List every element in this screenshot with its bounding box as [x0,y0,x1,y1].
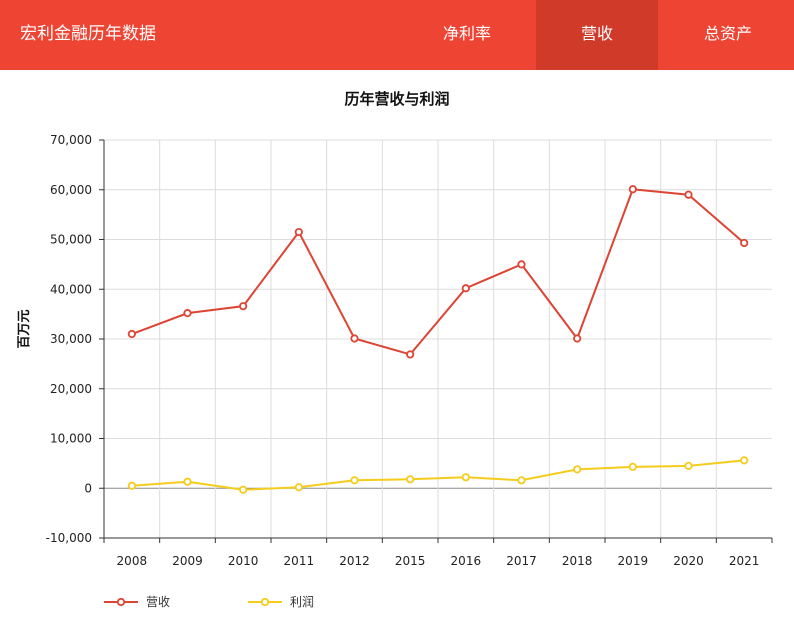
x-tick-label: 2017 [506,554,537,568]
data-point-revenue [127,329,136,339]
x-tick-label: 2010 [228,554,259,568]
y-tick-label: 40,000 [50,282,92,296]
data-point-profit [684,461,693,470]
series-line-profit [131,459,745,491]
y-tick-label: 50,000 [50,233,92,247]
x-tick-label: 2009 [172,554,203,568]
data-point-revenue [628,185,637,194]
y-tick-label: 30,000 [50,332,92,346]
x-tick-label: 2016 [451,554,482,568]
series-line-revenue [131,188,745,356]
data-point-profit [350,476,359,485]
data-point-revenue [294,227,303,237]
y-tick-label: 10,000 [50,432,92,446]
data-point-revenue [740,238,749,248]
tab-revenue[interactable]: 营收 [536,0,658,70]
data-point-profit [740,456,749,465]
x-tick-label: 2020 [673,554,704,568]
tab-total-assets[interactable]: 总资产 [703,24,752,43]
legend-marker [260,597,270,607]
x-tick-label: 2008 [117,554,148,568]
data-point-revenue [517,260,526,269]
data-point-revenue [684,190,693,199]
x-tick-label: 2012 [339,554,370,568]
data-point-profit [628,462,637,471]
data-point-profit [183,477,192,486]
data-point-profit [239,485,248,494]
data-point-revenue [461,284,470,293]
x-tick-label: 2015 [395,554,426,568]
x-tick-label: 2011 [284,554,315,568]
tab-net-margin[interactable]: 净利率 [442,24,491,43]
y-tick-label: -10,000 [46,531,92,545]
legend-label: 营收 [146,595,170,609]
data-point-profit [127,481,136,490]
app-title: 宏利金融历年数据 [20,24,156,44]
data-point-profit [406,475,415,484]
x-tick-label: 2019 [618,554,649,568]
data-point-revenue [573,334,582,343]
y-tick-label: 70,000 [50,133,92,147]
data-point-revenue [350,334,359,343]
y-tick-label: 60,000 [50,183,92,197]
data-point-profit [517,476,526,485]
data-point-revenue [406,350,415,359]
header-bar: 宏利金融历年数据 净利率 营收 总资产 [0,0,794,70]
data-point-revenue [183,309,192,318]
legend-label: 利润 [290,595,314,609]
data-point-profit [573,465,582,474]
y-tick-label: 20,000 [50,382,92,396]
data-point-profit [461,473,470,482]
legend-marker [116,597,126,607]
x-tick-label: 2018 [562,554,593,568]
data-point-profit [294,483,303,492]
y-axis-label: 百万元 [17,309,32,348]
x-tick-label: 2021 [729,554,760,568]
chart-title: 历年营收与利润 [344,90,450,108]
data-point-revenue [239,302,248,311]
y-tick-label: 0 [84,481,92,495]
